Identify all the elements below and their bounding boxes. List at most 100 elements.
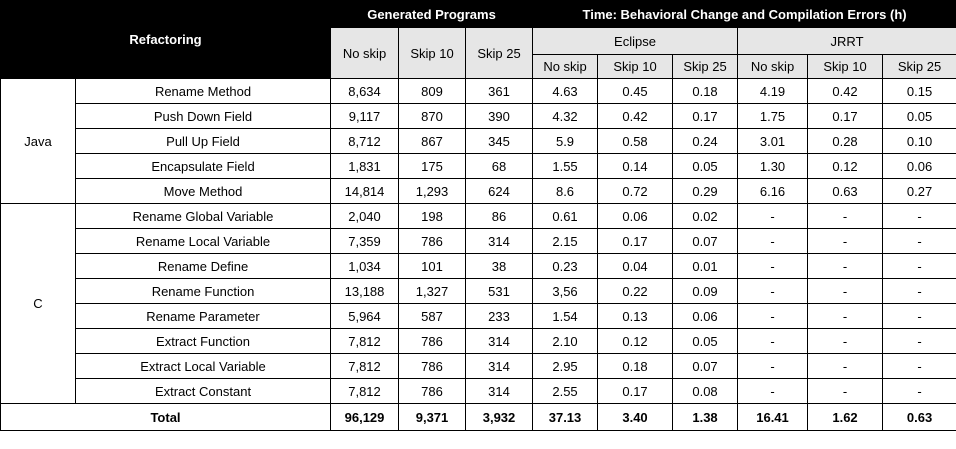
table-row: Rename Function 13,188 1,327 531 3,56 0.22 0.0… [1,278,956,304]
table-row: Move Method 14,814 1,293 624 8.6 0.72 0.29 6.16… [1,178,956,204]
value-cell: 0.61 [532,203,599,229]
value-cell: 2.95 [532,353,599,379]
value-cell: - [807,228,884,254]
value-cell: 0.05 [672,328,739,354]
value-cell: 1,831 [330,153,400,179]
table-row: Pull Up Field 8,712 867 345 5.9 0.58 0.24 3.01 0… [1,128,956,154]
value-cell: 314 [465,353,534,379]
value-cell: 867 [398,128,467,154]
value-cell: 7,812 [330,328,400,354]
value-cell: 3,56 [532,278,599,304]
eclipse-skip-10-header: Skip 10 [597,54,674,79]
table-row: Rename Local Variable 7,359 786 314 2.15 0.17… [1,228,956,254]
header-row-2: No skip Skip 10 Skip 25 Eclipse JRRT [1,27,956,79]
refactoring-name: Extract Constant [74,378,332,404]
value-cell: 4.32 [532,103,599,129]
value-cell: 1,034 [330,253,400,279]
value-cell: 786 [398,353,467,379]
value-cell: 38 [465,253,534,279]
jrrt-no-skip-header: No skip [737,54,809,79]
value-cell: 0.07 [672,353,739,379]
value-cell: 4.63 [532,78,599,104]
value-cell: 1,293 [398,178,467,204]
value-cell: 0.17 [597,378,674,404]
value-cell: - [807,203,884,229]
value-cell: - [882,303,956,329]
value-cell: 14,814 [330,178,400,204]
value-cell: - [737,203,809,229]
value-cell: 7,359 [330,228,400,254]
value-cell: 314 [465,228,534,254]
value-cell: - [737,328,809,354]
total-value-cell: 37.13 [532,403,599,431]
table-body: Java Rename Method 8,634 809 361 4.63 0.45 0.18… [0,78,956,431]
value-cell: - [882,278,956,304]
total-value-cell: 9,371 [398,403,467,431]
value-cell: 0.28 [807,128,884,154]
value-cell: 0.17 [807,103,884,129]
value-cell: 0.12 [597,328,674,354]
value-cell: - [882,328,956,354]
value-cell: 1.75 [737,103,809,129]
table-row: Encapsulate Field 1,831 175 68 1.55 0.14 0.05 1… [1,153,956,179]
value-cell: 2.10 [532,328,599,354]
value-cell: 1.55 [532,153,599,179]
total-value-cell: 1.62 [807,403,884,431]
table-row: C Rename Global Variable 2,040 198 86 0.61 0.0… [0,203,956,404]
value-cell: - [882,203,956,229]
total-value-cell: 3,932 [465,403,534,431]
value-cell: 5.9 [532,128,599,154]
value-cell: 7,812 [330,378,400,404]
table-row: Java Rename Method 8,634 809 361 4.63 0.45 0.18… [0,78,956,204]
value-cell: 0.09 [672,278,739,304]
value-cell: 6.16 [737,178,809,204]
eclipse-header: Eclipse [532,27,739,55]
value-cell: 0.05 [882,103,956,129]
value-cell: - [882,228,956,254]
value-cell: - [737,278,809,304]
value-cell: 0.10 [882,128,956,154]
value-cell: 2.15 [532,228,599,254]
table-row: Extract Function 7,812 786 314 2.10 0.12 0.05-… [1,328,956,354]
value-cell: 7,812 [330,353,400,379]
value-cell: 233 [465,303,534,329]
value-cell: 0.18 [672,78,739,104]
refactoring-name: Move Method [74,178,332,204]
value-cell: - [807,353,884,379]
value-cell: 0.58 [597,128,674,154]
value-cell: 786 [398,328,467,354]
table-row: Push Down Field 9,117 870 390 4.32 0.42 0.17 1.… [1,103,956,129]
value-cell: 175 [398,153,467,179]
value-cell: 0.72 [597,178,674,204]
value-cell: 0.18 [597,353,674,379]
value-cell: 1.30 [737,153,809,179]
value-cell: 624 [465,178,534,204]
generated-programs-header: Generated Programs [330,0,534,28]
value-cell: 1,327 [398,278,467,304]
value-cell: 0.02 [672,203,739,229]
value-cell: 0.63 [807,178,884,204]
value-cell: 5,964 [330,303,400,329]
value-cell: 68 [465,153,534,179]
value-cell: 0.17 [672,103,739,129]
value-cell: 587 [398,303,467,329]
value-cell: 390 [465,103,534,129]
jrrt-skip-25-header: Skip 25 [882,54,956,79]
value-cell: 198 [398,203,467,229]
value-cell: 3.01 [737,128,809,154]
value-cell: 9,117 [330,103,400,129]
table-row: Rename Parameter 5,964 587 233 1.54 0.13 0.06-… [1,303,956,329]
refactoring-name: Extract Function [74,328,332,354]
refactoring-header: Refactoring [0,0,332,79]
value-cell: 786 [398,228,467,254]
value-cell: 0.24 [672,128,739,154]
value-cell: 0.23 [532,253,599,279]
value-cell: 0.06 [597,203,674,229]
total-value-cell: 16.41 [737,403,809,431]
total-value-cell: 1.38 [672,403,739,431]
value-cell: 0.27 [882,178,956,204]
value-cell: 345 [465,128,534,154]
jrrt-header: JRRT [737,27,956,55]
value-cell: - [807,303,884,329]
value-cell: - [737,253,809,279]
